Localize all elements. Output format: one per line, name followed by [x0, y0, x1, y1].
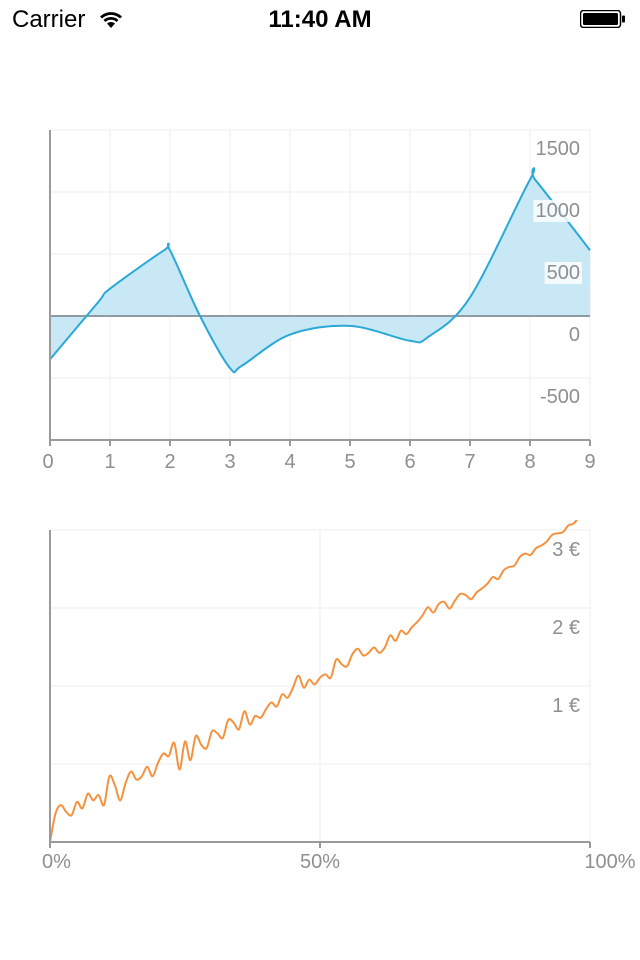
chart1-y-tick-label-bg: [533, 200, 582, 222]
chart1-x-tick-label: 0: [42, 451, 53, 473]
chart2-series-line: [49, 520, 578, 843]
chart1-y-tick-label: 0: [569, 324, 580, 346]
area-chart: 0 1 2 3 4 5 6 7 8 9 1500 1000 500 0 -500: [42, 129, 596, 473]
chart1-x-tick-label: 5: [344, 451, 355, 473]
chart1-y-tick-label: 1000: [536, 200, 581, 222]
battery-full-icon: [580, 10, 625, 28]
chart1-x-tick-label: 7: [464, 451, 475, 473]
chart1-x-tick-label: 4: [284, 451, 295, 473]
chart1-tick-labels: 0 1 2 3 4 5 6 7 8 9 1500 1000 500 0 -500: [42, 138, 596, 473]
line-chart: 0%50%100%4 €3 €2 €1 €: [42, 520, 636, 873]
carrier-label: Carrier: [12, 6, 86, 33]
chart1-x-tick-label: 1: [104, 451, 115, 473]
chart1-series-line: [49, 167, 591, 374]
chart1-y-tick-label-bg: [544, 262, 582, 284]
wifi-icon: [100, 12, 122, 28]
chart1-x-tick-label: 8: [524, 451, 535, 473]
chart2-y-tick-label: 3 €: [552, 539, 580, 561]
chart2-axes: [49, 530, 591, 848]
status-bar: Carrier 11:40 AM: [0, 0, 640, 40]
chart1-x-tick-label: 6: [404, 451, 415, 473]
chart2-x-tick-label: 50%: [300, 851, 340, 873]
chart2-tick-labels: 0%50%100%4 €3 €2 €1 €: [42, 539, 636, 873]
clock: 11:40 AM: [268, 6, 372, 33]
chart1-axes: [49, 130, 591, 446]
chart1-area-fill: [50, 168, 590, 373]
chart1-y-tick-label-bg: [533, 138, 582, 160]
chart1-y-tick-label-bg: [566, 324, 582, 346]
chart1-y-tick-label: 1500: [536, 138, 581, 160]
chart1-x-tick-label: 9: [584, 451, 595, 473]
chart2-series: [49, 520, 578, 843]
chart1-x-tick-label: 3: [224, 451, 235, 473]
chart1-y-tick-label: -500: [540, 386, 580, 408]
chart1-x-tick-label: 2: [164, 451, 175, 473]
chart2-x-tick-label: 100%: [584, 851, 635, 873]
chart1-y-tick-label: 500: [547, 262, 580, 284]
chart1-series: [49, 167, 591, 374]
chart2-y-tick-label: 2 €: [552, 617, 580, 639]
chart2-grid: [49, 529, 591, 843]
chart2-y-tick-label: 1 €: [552, 695, 580, 717]
chart1-y-tick-label-bg: [537, 386, 582, 408]
chart2-x-tick-label: 0%: [42, 851, 71, 873]
